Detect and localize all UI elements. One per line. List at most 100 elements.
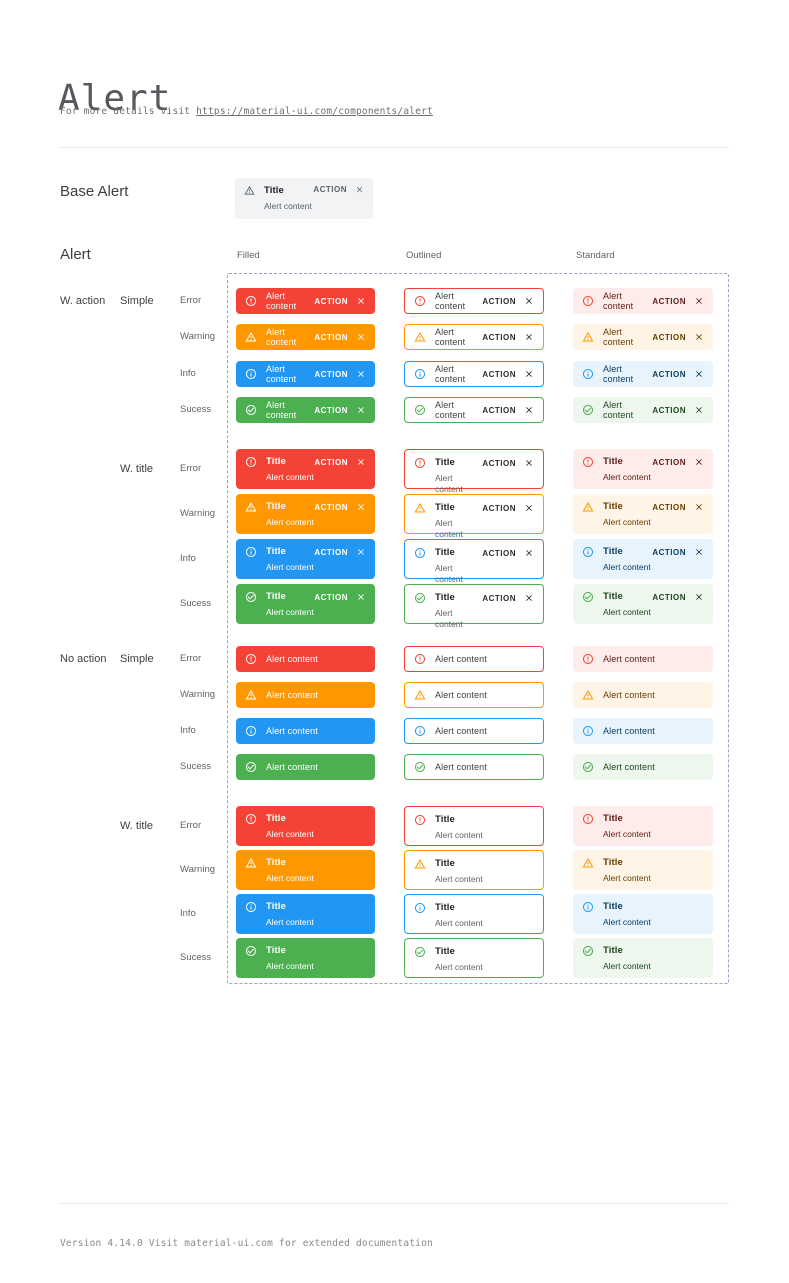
error-icon [414,457,426,469]
action-button[interactable]: ACTION [314,592,348,602]
alert-filled-info-titled: Title Alert content [236,894,375,934]
action-button[interactable]: ACTION [482,405,516,415]
close-icon[interactable] [694,502,704,512]
close-icon[interactable] [356,502,366,512]
alert-standard-success-simple-action: Alert content ACTION [573,397,713,423]
alert-title: Title [603,857,623,868]
close-icon[interactable] [694,296,704,306]
action-button[interactable]: ACTION [652,547,686,557]
close-icon[interactable] [524,458,534,468]
alert-title: Title [435,547,455,558]
alert-content: Alert content [435,874,483,884]
close-icon[interactable] [356,547,366,557]
action-button[interactable]: ACTION [314,296,348,306]
alert-standard-error-titled-action: Title Alert content ACTION [573,449,713,489]
alert-title: Title [435,814,455,825]
close-icon[interactable] [524,369,534,379]
close-icon[interactable] [694,369,704,379]
alert-filled-warning-simple: Alert content [236,682,375,708]
close-icon[interactable] [694,332,704,342]
action-button[interactable]: ACTION [314,405,348,415]
close-icon[interactable] [694,547,704,557]
close-icon[interactable] [694,405,704,415]
action-button[interactable]: ACTION [652,592,686,602]
action-button[interactable]: ACTION [652,457,686,467]
subtitle: For more details visit https://material-… [60,106,433,117]
error-icon [582,295,594,307]
alerts-frame [227,273,729,984]
action-button[interactable]: ACTION [482,458,516,468]
footer-divider [60,1203,729,1204]
group-label-w-action: W. action [60,295,106,307]
close-icon[interactable] [524,296,534,306]
info-icon [245,901,257,913]
action-button[interactable]: ACTION [652,296,686,306]
info-icon [245,546,257,558]
base-alert-section-label: Base Alert [60,183,129,200]
close-icon[interactable] [694,592,704,602]
action-button[interactable]: ACTION [314,332,348,342]
alert-title: Title [435,946,455,957]
action-button[interactable]: ACTION [652,332,686,342]
alert-outlined-success-titled: Title Alert content [404,938,544,978]
alert-standard-info-titled: Title Alert content [573,894,713,934]
alert-title: Title [435,502,455,513]
action-button[interactable]: ACTION [482,593,516,603]
severity-label-warning: Warning [180,689,216,700]
close-icon[interactable] [356,369,366,379]
action-button[interactable]: ACTION [652,502,686,512]
alert-standard-error-simple: Alert content [573,646,713,672]
close-icon[interactable] [524,405,534,415]
alert-content: Alert content [603,364,634,384]
alert-standard-success-simple: Alert content [573,754,713,780]
alert-outlined-warning-simple: Alert content [404,682,544,708]
close-icon[interactable] [356,296,366,306]
close-icon[interactable] [524,332,534,342]
severity-label-success: Sucess [180,598,212,609]
alert-content: Alert content [603,829,651,839]
alert-content: Alert content [435,364,466,384]
header-divider [60,147,729,148]
alert-filled-error-titled: Title Alert content [236,806,375,846]
action-button[interactable]: ACTION [313,185,347,194]
warning-icon [245,501,257,513]
action-button[interactable]: ACTION [652,405,686,415]
close-icon[interactable] [694,457,704,467]
footer-text: Version 4.14.0 Visit material-ui.com for… [60,1238,433,1249]
action-button[interactable]: ACTION [314,369,348,379]
close-icon[interactable] [356,405,366,415]
error-icon [414,653,426,665]
action-button[interactable]: ACTION [482,503,516,513]
close-icon[interactable] [524,503,534,513]
column-header-standard: Standard [576,250,615,261]
action-button[interactable]: ACTION [314,502,348,512]
base-alert-content: Alert content [264,201,312,211]
close-icon[interactable] [356,592,366,602]
success-icon [582,761,594,773]
action-button[interactable]: ACTION [652,369,686,379]
action-button[interactable]: ACTION [482,296,516,306]
alert-content: Alert content [603,873,651,883]
action-button[interactable]: ACTION [482,369,516,379]
alert-title: Title [266,591,286,602]
alert-content: Alert content [266,291,297,311]
action-button[interactable]: ACTION [314,457,348,467]
close-icon[interactable] [356,332,366,342]
info-icon [245,368,257,380]
alert-title: Title [603,546,623,557]
alert-filled-info-simple-action: Alert content ACTION [236,361,375,387]
alert-filled-warning-titled: Title Alert content [236,850,375,890]
alert-content: Alert content [266,726,318,736]
alert-title: Title [266,501,286,512]
action-button[interactable]: ACTION [482,332,516,342]
action-button[interactable]: ACTION [482,548,516,558]
alert-content: Alert content [603,400,634,420]
action-button[interactable]: ACTION [314,547,348,557]
docs-link[interactable]: https://material-ui.com/components/alert [196,106,433,117]
close-icon[interactable] [356,457,366,467]
close-icon[interactable] [355,185,364,194]
close-icon[interactable] [524,548,534,558]
error-icon [582,456,594,468]
close-icon[interactable] [524,593,534,603]
alert-outlined-error-simple: Alert content [404,646,544,672]
